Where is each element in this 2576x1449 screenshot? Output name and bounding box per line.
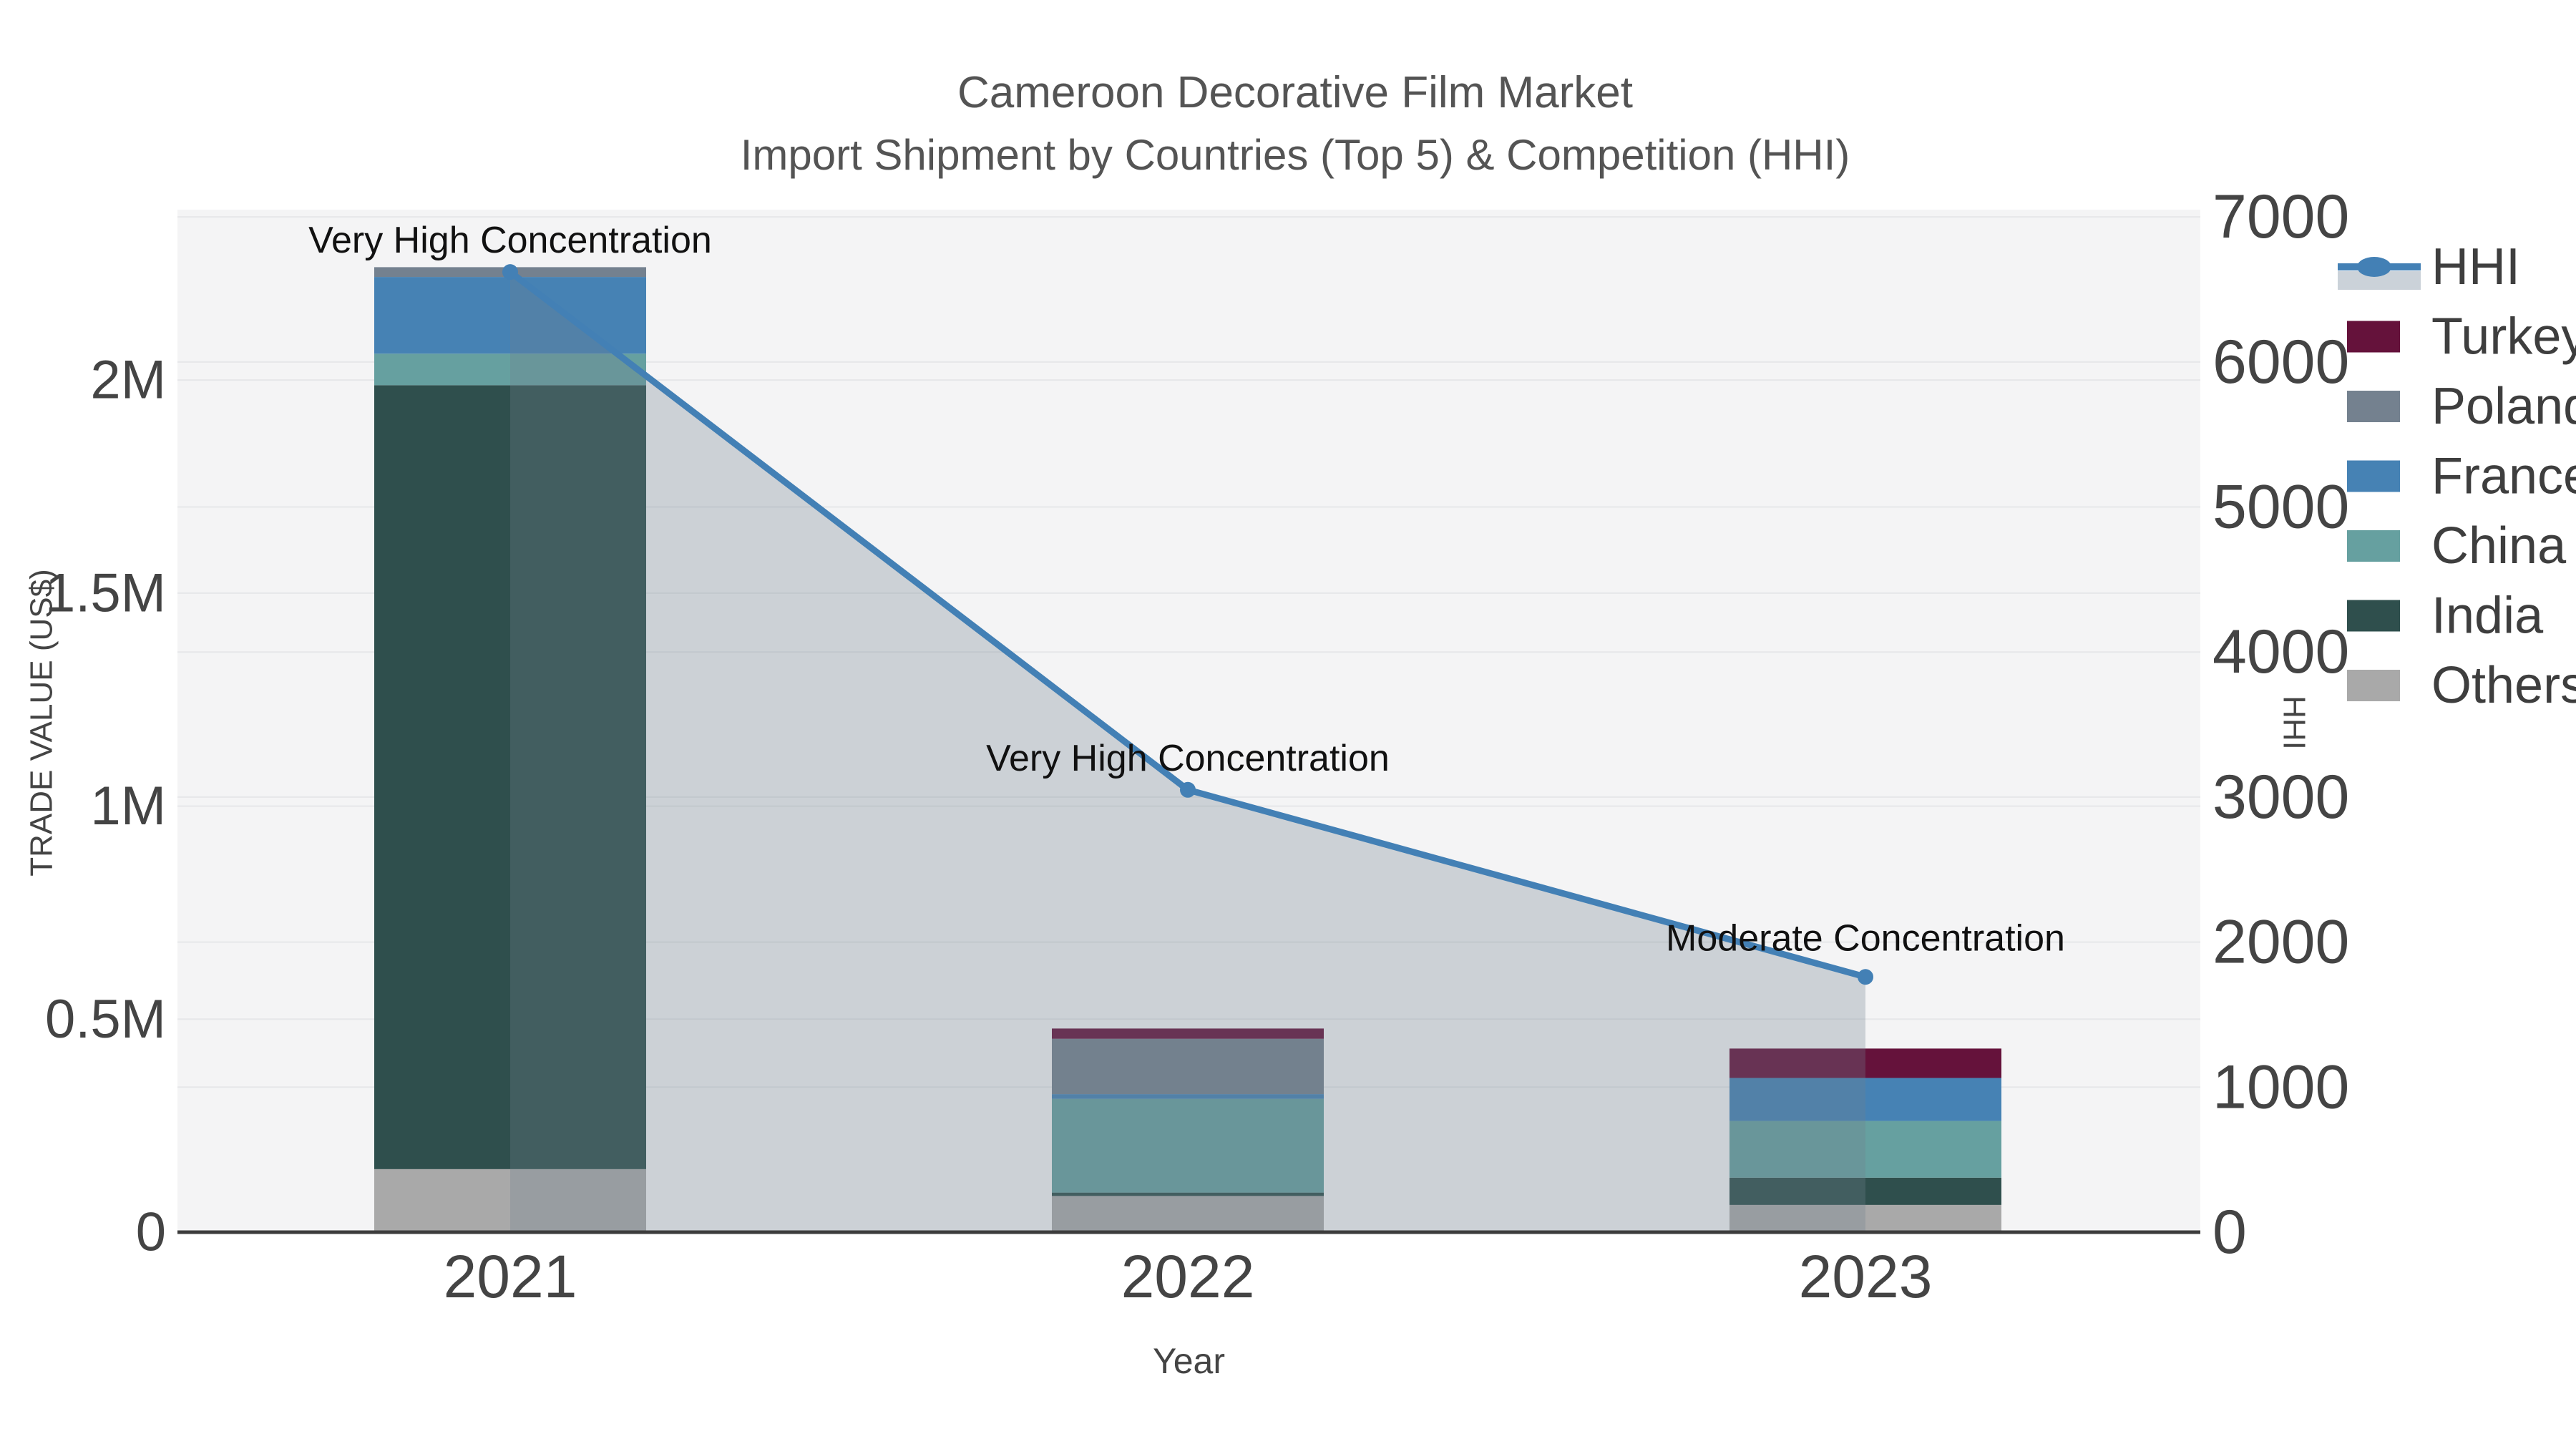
- y-right-tick-7000: 7000: [2212, 182, 2349, 251]
- y-right-tick-6000: 6000: [2212, 328, 2349, 396]
- hhi-marker-2023: [1858, 969, 1873, 985]
- chart-subtitle: Import Shipment by Countries (Top 5) & C…: [740, 131, 1850, 179]
- legend-label-china: China: [2431, 517, 2567, 575]
- y-left-tick-2M: 2M: [90, 350, 166, 411]
- bar-segment-india-2023: [1729, 1177, 2001, 1205]
- bar-segment-others-2021: [374, 1169, 646, 1232]
- bar-segment-china-2023: [1729, 1121, 2001, 1178]
- bar-segment-france-2022: [1052, 1094, 1324, 1099]
- chart-title: Cameroon Decorative Film Market: [957, 68, 1634, 117]
- legend-swatch-france: [2347, 460, 2400, 492]
- bar-segment-turkey-2022: [1052, 1028, 1324, 1039]
- y-left-axis-title: TRADE VALUE (US$): [24, 569, 59, 877]
- bar-segment-china-2021: [374, 353, 646, 386]
- legend-label-poland: Poland: [2431, 378, 2576, 435]
- x-tick-2023: 2023: [1799, 1243, 1933, 1310]
- annotation-2022: Very High Concentration: [986, 738, 1390, 779]
- bar-segment-china-2022: [1052, 1098, 1324, 1193]
- y-left-tick-0.5M: 0.5M: [45, 989, 166, 1050]
- legend-hhi-marker: [2357, 257, 2391, 277]
- hhi-marker-2021: [502, 264, 518, 280]
- bar-segment-france-2023: [1729, 1078, 2001, 1121]
- legend-swatch-india: [2347, 600, 2400, 632]
- hhi-marker-2022: [1180, 781, 1196, 798]
- x-tick-2022: 2022: [1121, 1243, 1255, 1310]
- y-right-axis-title: HHI: [2277, 696, 2312, 750]
- y-right-tick-2000: 2000: [2212, 908, 2349, 977]
- legend-label-hhi: HHI: [2431, 238, 2520, 296]
- x-tick-2021: 2021: [444, 1243, 577, 1310]
- y-right-tick-1000: 1000: [2212, 1053, 2349, 1121]
- y-right-tick-4000: 4000: [2212, 618, 2349, 686]
- bar-segment-others-2022: [1052, 1196, 1324, 1232]
- bar-segment-turkey-2023: [1729, 1048, 2001, 1078]
- annotation-2023: Moderate Concentration: [1666, 917, 2065, 959]
- legend-label-turkey: Turkey: [2431, 308, 2576, 366]
- legend-swatch-others: [2347, 670, 2400, 701]
- legend-swatch-poland: [2347, 391, 2400, 422]
- bar-segment-others-2023: [1729, 1204, 2001, 1232]
- hhi-area-fill: [510, 272, 1865, 1232]
- legend-label-india: India: [2431, 587, 2544, 645]
- legend-swatch-turkey: [2347, 321, 2400, 353]
- bar-segment-india-2022: [1052, 1192, 1324, 1196]
- legend-label-france: France: [2431, 448, 2576, 505]
- y-left-tick-1.5M: 1.5M: [45, 562, 166, 623]
- annotation-2021: Very High Concentration: [308, 220, 712, 261]
- legend-swatch-china: [2347, 530, 2400, 562]
- x-axis-title: Year: [1153, 1341, 1225, 1381]
- y-left-tick-0: 0: [136, 1202, 166, 1263]
- y-right-tick-3000: 3000: [2212, 763, 2349, 831]
- y-right-tick-5000: 5000: [2212, 473, 2349, 542]
- legend-label-others: Others: [2431, 657, 2576, 714]
- y-left-tick-1M: 1M: [90, 776, 166, 836]
- bar-segment-india-2021: [374, 385, 646, 1169]
- y-right-tick-0: 0: [2212, 1198, 2247, 1267]
- bar-segment-poland-2022: [1052, 1038, 1324, 1095]
